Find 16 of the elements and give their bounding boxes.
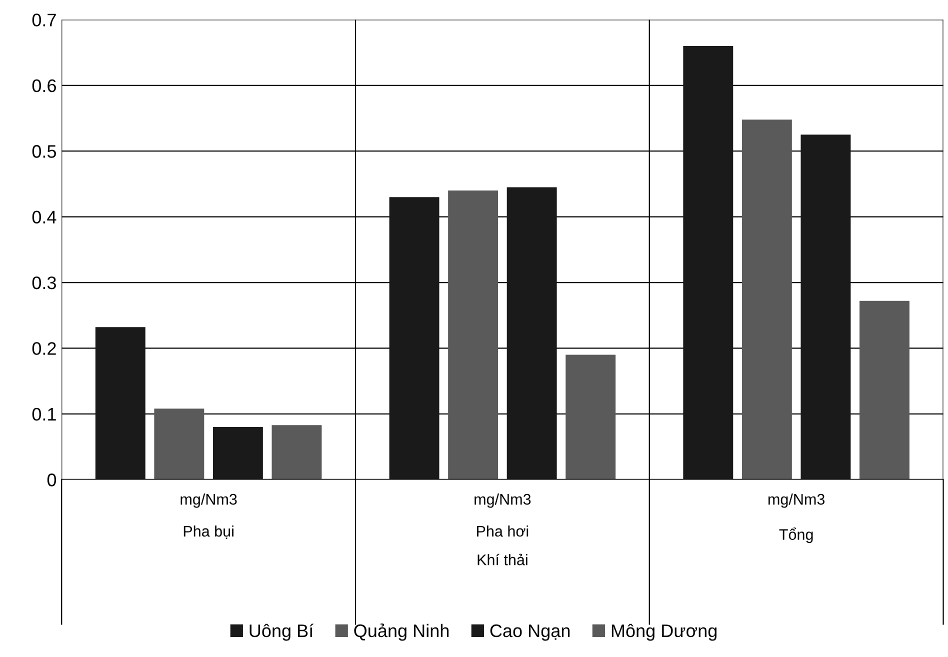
y-tick-label: 0.3 xyxy=(32,276,56,290)
y-tick-label: 0 xyxy=(47,474,56,486)
legend-label: Mông Dương xyxy=(612,624,717,641)
legend-label: Quảng Ninh xyxy=(354,624,449,641)
y-tick-label: 0.5 xyxy=(32,145,56,158)
legend-label: Cao Ngạn xyxy=(490,624,570,641)
category-label: mg/Nm3 Tổng xyxy=(768,494,825,543)
x-axis-title: Khí thải xyxy=(478,554,528,566)
y-tick-label: 0.7 xyxy=(32,14,56,26)
y-tick-label: 0.4 xyxy=(32,210,56,224)
y-tick-label: 0.1 xyxy=(32,408,56,421)
x-tick-label: mg/Nm3 Pha hơi xyxy=(474,494,531,537)
legend-label: Uông Bí xyxy=(250,624,314,641)
x-tick-label: mg/Nm3 Pha bụi xyxy=(180,494,237,539)
y-tick-label: 0.6 xyxy=(32,79,56,92)
y-tick-label: 0.2 xyxy=(32,342,56,355)
